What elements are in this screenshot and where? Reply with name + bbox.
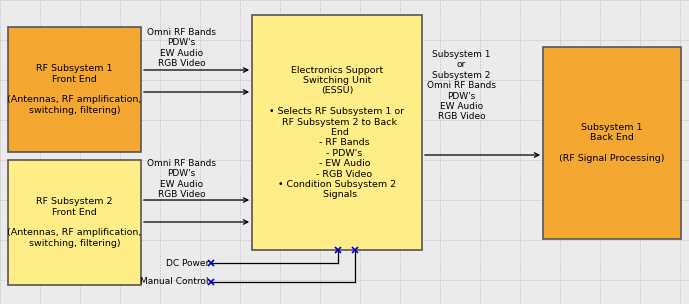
FancyBboxPatch shape [8, 27, 141, 152]
Text: Subsystem 1
Back End

(RF Signal Processing): Subsystem 1 Back End (RF Signal Processi… [559, 123, 665, 163]
FancyBboxPatch shape [8, 160, 141, 285]
Text: DC Power: DC Power [166, 258, 209, 268]
Text: Omni RF Bands
PDW's
EW Audio
RGB Video: Omni RF Bands PDW's EW Audio RGB Video [147, 28, 216, 68]
FancyBboxPatch shape [252, 15, 422, 250]
FancyBboxPatch shape [543, 47, 681, 239]
Text: Electronics Support
Switching Unit
(ESSU)

• Selects RF Subsystem 1 or
  RF Subs: Electronics Support Switching Unit (ESSU… [269, 66, 404, 199]
Text: RF Subsystem 1
Front End

(Antennas, RF amplification,
switching, filtering): RF Subsystem 1 Front End (Antennas, RF a… [8, 64, 142, 115]
Text: Omni RF Bands
PDW's
EW Audio
RGB Video: Omni RF Bands PDW's EW Audio RGB Video [147, 159, 216, 199]
Text: RF Subsystem 2
Front End

(Antennas, RF amplification,
switching, filtering): RF Subsystem 2 Front End (Antennas, RF a… [8, 197, 142, 248]
Text: Manual Control: Manual Control [141, 278, 209, 286]
Text: Subsystem 1
or
Subsystem 2
Omni RF Bands
PDW's
EW Audio
RGB Video: Subsystem 1 or Subsystem 2 Omni RF Bands… [427, 50, 496, 121]
